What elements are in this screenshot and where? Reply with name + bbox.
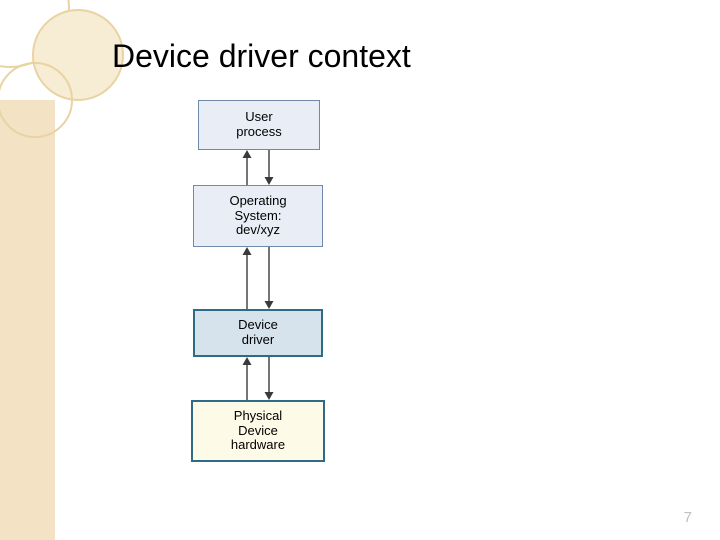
node-physical-device: Physical Device hardware: [191, 400, 325, 462]
page-number: 7: [684, 509, 692, 526]
connector-user-os: [236, 150, 280, 185]
node-operating-system: Operating System: dev/xyz: [193, 185, 323, 247]
connector-driver-hardware: [236, 357, 280, 400]
corner-circle-3: [0, 62, 73, 138]
node-user-process: User process: [198, 100, 320, 150]
left-accent-band: [0, 100, 55, 540]
node-label: Device driver: [238, 318, 278, 348]
slide-title: Device driver context: [112, 38, 411, 75]
node-label: Physical Device hardware: [231, 409, 285, 454]
connector-os-driver: [236, 247, 280, 309]
node-label: User process: [236, 110, 282, 140]
node-label: Operating System: dev/xyz: [229, 194, 286, 239]
node-device-driver: Device driver: [193, 309, 323, 357]
